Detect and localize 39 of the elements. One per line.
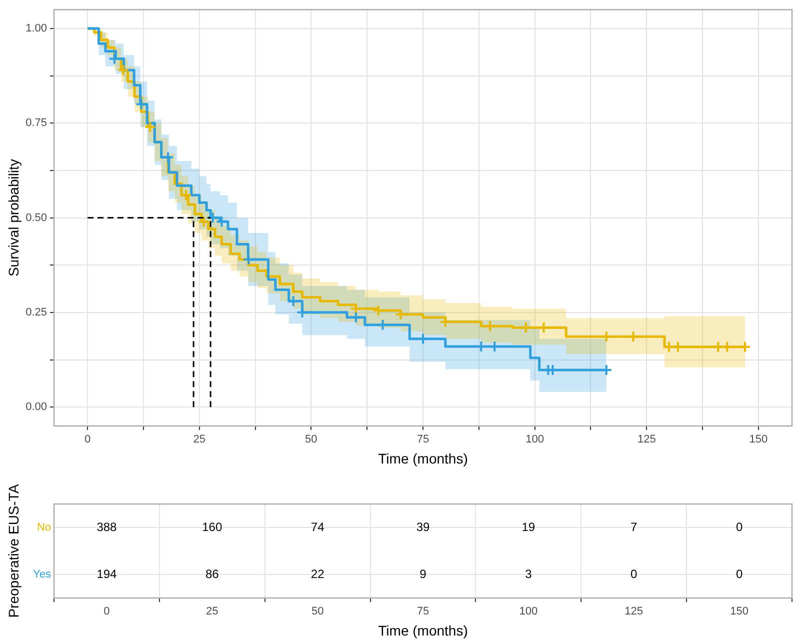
y-tick-label: 0.25 — [26, 306, 47, 318]
x-tick-label: 100 — [526, 434, 544, 446]
x-tick-label: 50 — [305, 434, 318, 446]
data-label: 0 — [736, 520, 743, 534]
y-tick-label: 0.50 — [26, 212, 47, 224]
data-label: 74 — [310, 520, 325, 534]
data-label: 86 — [205, 566, 220, 581]
data-label: 388 — [96, 520, 118, 534]
y-tick-label: Yes — [33, 568, 52, 581]
data-label: 0 — [630, 566, 638, 581]
x-tick-label: 100 — [519, 606, 538, 618]
data-label: 22 — [310, 566, 325, 581]
x-tick-label: 75 — [416, 434, 430, 446]
x-tick-label: 125 — [637, 434, 656, 446]
x-tick-label: 0 — [84, 434, 91, 446]
x-tick-label: 0 — [104, 606, 110, 618]
x-axis-title: Time (months) — [378, 450, 468, 466]
x-tick-label: 25 — [206, 606, 218, 618]
x-tick-label: 25 — [193, 434, 206, 446]
data-label: 39 — [416, 520, 430, 534]
x-tick-label: 150 — [749, 434, 768, 446]
data-label: 7 — [630, 520, 638, 534]
y-tick-label: No — [36, 522, 51, 534]
x-tick-label: 75 — [416, 606, 430, 618]
x-tick-label: 150 — [730, 606, 748, 618]
data-label: 19 — [522, 520, 536, 534]
data-label: 194 — [96, 566, 118, 581]
x-tick-label: 125 — [624, 606, 644, 618]
y-tick-label: 0.75 — [26, 117, 47, 130]
x-tick-label: 50 — [311, 606, 324, 618]
y-tick-label: 0.00 — [26, 401, 47, 414]
data-label: 0 — [736, 566, 743, 581]
y-axis-title: Preoperative EUS-TA — [5, 484, 22, 618]
data-label: 160 — [202, 520, 222, 534]
x-axis-title: Time (months) — [378, 622, 468, 638]
data-label: 3 — [525, 566, 532, 581]
data-label: 9 — [420, 566, 427, 581]
y-axis-title: Survival probability — [5, 159, 22, 277]
y-tick-label: 1.00 — [26, 22, 47, 35]
